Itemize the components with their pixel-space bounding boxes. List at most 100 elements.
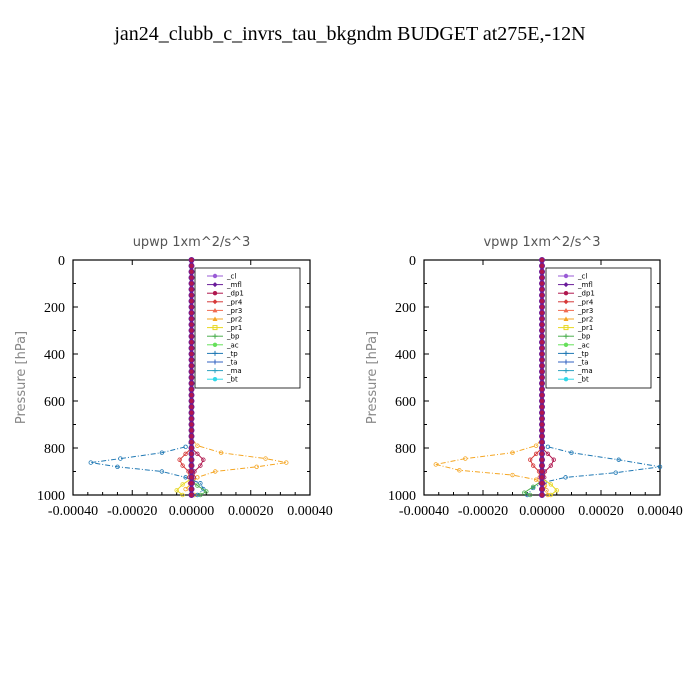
series-line_tp xyxy=(90,260,205,496)
y-tick-label: 1000 xyxy=(37,489,65,504)
legend-marker_cl xyxy=(563,273,569,279)
legend-label_bp: _bp xyxy=(226,333,240,341)
series-point_mfl xyxy=(188,292,195,299)
series-point_pr1 xyxy=(180,492,185,498)
y-tick-label: 400 xyxy=(395,348,416,363)
series-point_pr2 xyxy=(263,456,268,461)
series-point_mfl xyxy=(539,386,546,393)
series-point_pr1 xyxy=(554,488,559,493)
panel-2: vpwp 1xm^2/s^3 Pressure [hPa] 0 200 400 600 80… xyxy=(365,235,683,519)
series-point_mfl xyxy=(539,321,546,328)
series-point_pr2 xyxy=(533,443,539,448)
legend-label_ta: _ta xyxy=(577,359,589,367)
series-point_mfl xyxy=(188,303,195,310)
series-point_mfl xyxy=(539,468,546,475)
series-point_bp xyxy=(530,484,536,489)
series-point_mfl xyxy=(539,486,546,493)
figure-title: jan24_clubb_c_invrs_tau_bkgndm BUDGET at… xyxy=(113,23,585,45)
series-point_pr1 xyxy=(180,482,185,487)
y-tick-label: 400 xyxy=(44,348,65,363)
legend-label_ma: _ma xyxy=(577,367,593,375)
y-tick-label: 800 xyxy=(395,442,416,457)
series-point_mfl xyxy=(539,433,546,440)
legend-marker_pr4 xyxy=(563,299,569,305)
series-point_pr1 xyxy=(548,492,554,498)
series-point_tp xyxy=(88,460,93,465)
legend-marker_pr2 xyxy=(563,316,569,321)
y-axis-label: Pressure [hPa] xyxy=(14,331,29,424)
series-point_dp1 xyxy=(548,463,554,468)
series-point_mfl xyxy=(539,444,546,451)
legend-marker_ma xyxy=(563,368,569,374)
series-point_pr4 xyxy=(528,457,533,462)
series-point_pr4 xyxy=(183,451,188,457)
series-point_mfl xyxy=(539,462,546,469)
series-point_pr4 xyxy=(177,457,182,462)
series-point_mfl xyxy=(188,286,195,293)
series-point_mfl xyxy=(188,339,195,346)
legend-marker_pr1 xyxy=(563,325,569,331)
series-point_mfl xyxy=(539,339,546,346)
series-point_mfl xyxy=(188,256,195,263)
x-tick-label: 0.00000 xyxy=(519,504,565,519)
series-point_mfl xyxy=(188,392,195,399)
series-point_mfl xyxy=(539,292,546,299)
y-tick-label: 200 xyxy=(395,301,416,316)
series-point_pr2 xyxy=(433,462,438,467)
series-point_mfl xyxy=(188,274,195,281)
series-point_mfl xyxy=(188,315,195,322)
series-point_pr2 xyxy=(463,456,468,461)
legend-label_pr2: _pr2 xyxy=(226,316,242,324)
series-point_mfl xyxy=(188,444,195,451)
legend-marker_ta xyxy=(563,359,569,365)
series-point_pr4 xyxy=(530,463,536,468)
legend-marker_pr3 xyxy=(212,307,218,313)
series-point_bp xyxy=(204,489,209,494)
series-point_pr4 xyxy=(533,451,539,457)
series-point_mfl xyxy=(539,421,546,428)
series-point_mfl xyxy=(539,333,546,340)
y-tick-label: 0 xyxy=(409,254,416,269)
series-point_tp xyxy=(198,481,203,486)
series-point_mfl xyxy=(539,439,546,446)
legend-marker_bp xyxy=(212,333,218,339)
legend-marker_ac xyxy=(563,342,569,347)
series-point_tp xyxy=(195,492,200,498)
series-point_tp xyxy=(545,444,551,450)
series-point_dp1 xyxy=(198,463,203,468)
series-point_tp xyxy=(118,456,123,461)
series-point_mfl xyxy=(539,450,546,457)
y-tick-label: 800 xyxy=(44,442,65,457)
series-point_pr2 xyxy=(254,464,259,469)
legend-marker_pr3 xyxy=(563,307,569,313)
series-point_mfl xyxy=(188,298,195,305)
panel-1: upwp 1xm^2/s^3 Pressure [hPa] 0 200 400 600 80… xyxy=(14,235,333,519)
legend-label_pr4: _pr4 xyxy=(577,298,594,306)
x-tick-label: 0.00020 xyxy=(228,504,274,519)
y-tick-label: 0 xyxy=(58,254,65,269)
legend-marker_cl xyxy=(212,273,218,279)
series-point_mfl xyxy=(188,262,195,269)
y-axis-label: Pressure [hPa] xyxy=(365,331,380,424)
series-point_mfl xyxy=(188,356,195,363)
x-tick-label: 0.00000 xyxy=(169,504,215,519)
legend-label_tp: _tp xyxy=(577,350,589,358)
legend-marker_tp xyxy=(212,350,218,356)
series-point_mfl xyxy=(539,262,546,269)
series-point_mfl xyxy=(539,256,546,263)
series-point_mfl xyxy=(539,415,546,422)
legend-marker_ta xyxy=(212,359,218,365)
series-point_mfl xyxy=(188,268,195,275)
y-tick-label: 200 xyxy=(44,301,65,316)
legend-label_mfl: _mfl xyxy=(226,281,242,289)
legend-marker_dp1 xyxy=(212,291,218,296)
series-point_mfl xyxy=(539,480,546,487)
series-point_pr2 xyxy=(183,486,188,492)
series-point_mfl xyxy=(188,380,195,387)
legend-label_mfl: _mfl xyxy=(577,281,593,289)
series-point_mfl xyxy=(188,345,195,352)
panel-title: vpwp 1xm^2/s^3 xyxy=(483,235,600,250)
legend-marker_ma xyxy=(212,368,218,374)
series-point_pr2 xyxy=(284,460,289,465)
